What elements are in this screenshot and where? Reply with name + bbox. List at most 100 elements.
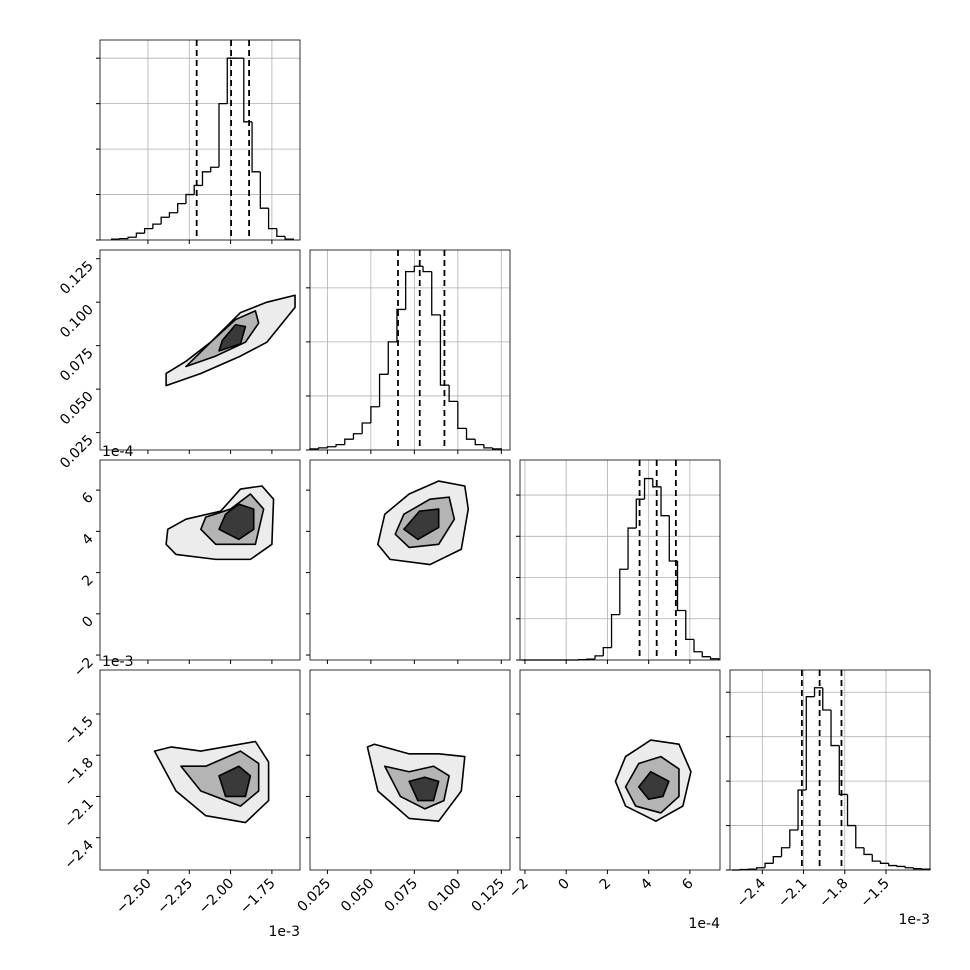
histogram-bin bbox=[863, 847, 873, 856]
y-offset-label: 1e-4 bbox=[102, 444, 134, 460]
contour bbox=[403, 508, 440, 541]
y-tick-label: 0.075 bbox=[57, 345, 97, 385]
histogram-bin bbox=[904, 866, 914, 869]
histogram-bin bbox=[177, 202, 186, 213]
histogram-bin bbox=[378, 373, 389, 407]
histogram-bin bbox=[276, 228, 286, 238]
x-tick-label: 0.075 bbox=[382, 876, 422, 916]
histogram-bin bbox=[805, 696, 815, 790]
x-tick-label: 0.050 bbox=[338, 876, 378, 916]
histogram-bin bbox=[491, 447, 502, 450]
histogram-bin bbox=[896, 865, 906, 868]
panel-frame bbox=[99, 249, 301, 451]
histogram-bin bbox=[267, 208, 277, 230]
histogram-bin bbox=[210, 166, 220, 172]
histogram-bin bbox=[764, 862, 774, 868]
histogram-bin bbox=[693, 639, 703, 653]
x-tick-label: 6 bbox=[679, 875, 697, 893]
histogram-bin bbox=[855, 825, 865, 849]
histogram-bin bbox=[387, 341, 397, 375]
histogram-bin bbox=[405, 270, 415, 310]
histogram-bin bbox=[413, 265, 424, 272]
histogram-bin bbox=[226, 57, 236, 104]
histogram-bin bbox=[594, 655, 604, 660]
histogram-bin bbox=[830, 710, 840, 747]
contour bbox=[218, 323, 247, 352]
y-tick-label: −2.1 bbox=[61, 796, 96, 831]
histogram-bin bbox=[483, 444, 493, 449]
histogram-bin bbox=[431, 271, 441, 316]
histogram-bin bbox=[871, 854, 881, 862]
panel-frame bbox=[309, 669, 511, 871]
histogram-bin bbox=[660, 486, 670, 517]
y-tick-label: 0.100 bbox=[57, 302, 97, 342]
histogram-bin bbox=[701, 651, 711, 658]
histogram-bin bbox=[619, 568, 629, 615]
histogram-bin bbox=[780, 847, 790, 857]
histogram-bin bbox=[643, 477, 653, 500]
y-tick-label: −2.4 bbox=[61, 837, 96, 872]
x-tick-label: 0.100 bbox=[425, 876, 465, 916]
histogram-bin bbox=[813, 687, 823, 697]
histogram-bin bbox=[474, 439, 484, 446]
histogram-bin bbox=[160, 216, 170, 225]
y-tick-label: 0.050 bbox=[57, 389, 97, 429]
contour bbox=[218, 765, 252, 798]
histogram-bin bbox=[243, 58, 253, 123]
histogram-bin bbox=[284, 236, 295, 240]
histogram-bin bbox=[838, 745, 848, 796]
histogram-bin bbox=[422, 266, 432, 273]
histogram-bin bbox=[912, 867, 922, 870]
histogram-bin bbox=[152, 223, 162, 229]
panel-frame bbox=[519, 669, 721, 871]
y-tick-label: 2 bbox=[79, 572, 97, 590]
histogram-bin bbox=[168, 212, 178, 218]
histogram-bin bbox=[143, 227, 153, 234]
x-tick-label: −2 bbox=[506, 876, 532, 902]
panel-frame bbox=[729, 669, 931, 871]
histogram-bin bbox=[685, 610, 695, 641]
histogram-bin bbox=[457, 401, 467, 430]
x-tick-label: 0.125 bbox=[468, 876, 508, 916]
panel-frame bbox=[519, 459, 721, 661]
histogram-bin bbox=[344, 438, 354, 445]
y-tick-label: 0 bbox=[79, 613, 97, 631]
x-tick-label: 4 bbox=[638, 875, 656, 893]
x-tick-label: −2.00 bbox=[196, 876, 238, 918]
histogram-bin bbox=[370, 406, 380, 423]
histogram-bin bbox=[127, 236, 137, 239]
histogram-bin bbox=[439, 314, 450, 386]
histogram-bin bbox=[201, 171, 211, 186]
histogram-bin bbox=[797, 789, 807, 830]
x-tick-label: 2 bbox=[597, 876, 615, 894]
histogram-bin bbox=[627, 527, 637, 570]
histogram-bin bbox=[361, 422, 371, 434]
histogram-bin bbox=[635, 498, 645, 529]
histogram-bin bbox=[335, 443, 345, 447]
histogram-bin bbox=[822, 687, 832, 711]
histogram-bin bbox=[789, 829, 799, 848]
histogram-bin bbox=[676, 561, 686, 612]
histogram-bin bbox=[259, 171, 269, 209]
y-tick-label: 6 bbox=[79, 490, 97, 508]
x-tick-label: −1.5 bbox=[857, 876, 892, 911]
histogram-bin bbox=[352, 433, 363, 440]
histogram-bin bbox=[396, 308, 406, 342]
panel-frame bbox=[309, 459, 511, 661]
histogram-bin bbox=[193, 184, 203, 195]
histogram-bin bbox=[879, 861, 889, 864]
y-tick-label: 4 bbox=[79, 531, 97, 549]
histogram-bin bbox=[218, 102, 228, 168]
x-tick-label: −2.50 bbox=[113, 876, 155, 918]
y-tick-label: 0.025 bbox=[57, 432, 97, 472]
histogram-bin bbox=[709, 656, 720, 660]
x-offset-label: 1e-3 bbox=[899, 912, 930, 928]
contour bbox=[637, 770, 670, 801]
x-tick-label: 0.025 bbox=[295, 876, 335, 916]
histogram-bin bbox=[465, 428, 476, 440]
x-tick-label: −2.1 bbox=[775, 876, 810, 911]
x-tick-label: −1.75 bbox=[237, 876, 279, 918]
y-tick-label: −2 bbox=[71, 655, 97, 681]
x-offset-label: 1e-3 bbox=[269, 924, 300, 940]
